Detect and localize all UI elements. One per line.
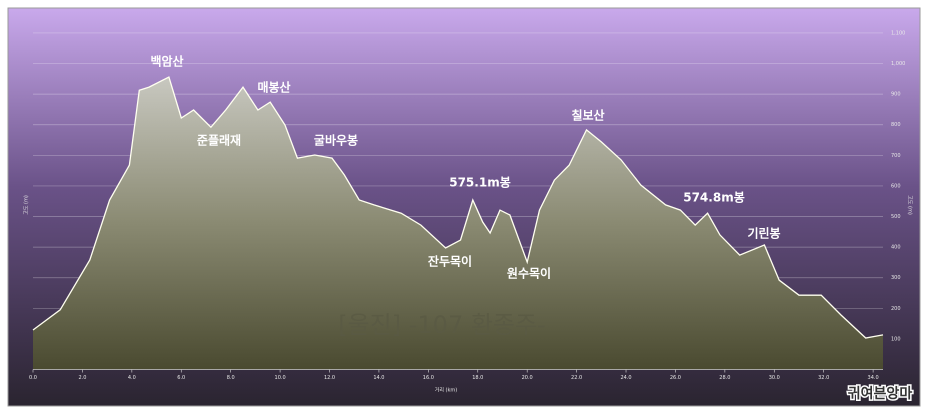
x-tick-label: 6.0 bbox=[177, 375, 185, 381]
x-tick-label: 22.0 bbox=[571, 375, 582, 381]
annotation: 574.8m봉 bbox=[683, 191, 745, 205]
profile-line bbox=[32, 76, 884, 339]
y-tick-label: 300 bbox=[891, 275, 901, 281]
y-tick-label: 500 bbox=[891, 214, 901, 220]
x-tick-label: 28.0 bbox=[719, 375, 730, 381]
y-axis-label: 고도 (m) bbox=[24, 195, 30, 215]
x-tick-label: 2.0 bbox=[78, 375, 86, 381]
watermark: [울진] -107 환종주- bbox=[338, 311, 546, 339]
x-tick-label: 12.0 bbox=[324, 375, 335, 381]
y-tick-label: 100 bbox=[891, 336, 901, 342]
annotation: 잔두목이 bbox=[428, 254, 472, 269]
y-tick-label: 1,100 bbox=[891, 30, 905, 36]
annotation: 칠보산 bbox=[571, 108, 604, 123]
y-tick-label: 1,000 bbox=[891, 61, 905, 67]
y-tick-label: 700 bbox=[891, 153, 901, 159]
x-tick-label: 34.0 bbox=[868, 375, 879, 381]
annotation: 굴바우봉 bbox=[314, 133, 358, 148]
area-fill bbox=[33, 77, 883, 370]
x-tick-label: 10.0 bbox=[275, 375, 286, 381]
x-tick-label: 8.0 bbox=[227, 375, 235, 381]
y-tick-label: 800 bbox=[891, 122, 901, 128]
x-tick-label: 0.0 bbox=[29, 375, 37, 381]
annotation: 원수목이 bbox=[507, 266, 551, 281]
x-tick-label: 32.0 bbox=[818, 375, 829, 381]
annotation: 기린봉 bbox=[747, 226, 780, 241]
badge: 귀여븐앙마 bbox=[848, 385, 913, 402]
annotation: 매봉산 bbox=[257, 80, 290, 95]
y-tick-label: 400 bbox=[891, 245, 901, 251]
y-tick-label: 600 bbox=[891, 183, 901, 189]
y-tick-label: 200 bbox=[891, 306, 901, 312]
x-tick-label: 24.0 bbox=[620, 375, 631, 381]
annotation: 준플래재 bbox=[197, 133, 241, 148]
x-tick-label: 4.0 bbox=[128, 375, 136, 381]
x-tick-label: 16.0 bbox=[423, 375, 434, 381]
x-tick-label: 20.0 bbox=[522, 375, 533, 381]
x-axis-label: 거리 (km) bbox=[435, 387, 458, 394]
x-tick-label: 30.0 bbox=[769, 375, 780, 381]
x-tick-label: 26.0 bbox=[670, 375, 681, 381]
y2-axis-label: 고도 (m) bbox=[907, 195, 913, 215]
x-tick-label: 14.0 bbox=[373, 375, 384, 381]
x-tick-label: 18.0 bbox=[472, 375, 483, 381]
y-tick-label: 900 bbox=[891, 92, 901, 98]
annotation: 백암산 bbox=[150, 54, 183, 69]
annotation: 575.1m봉 bbox=[449, 176, 511, 190]
